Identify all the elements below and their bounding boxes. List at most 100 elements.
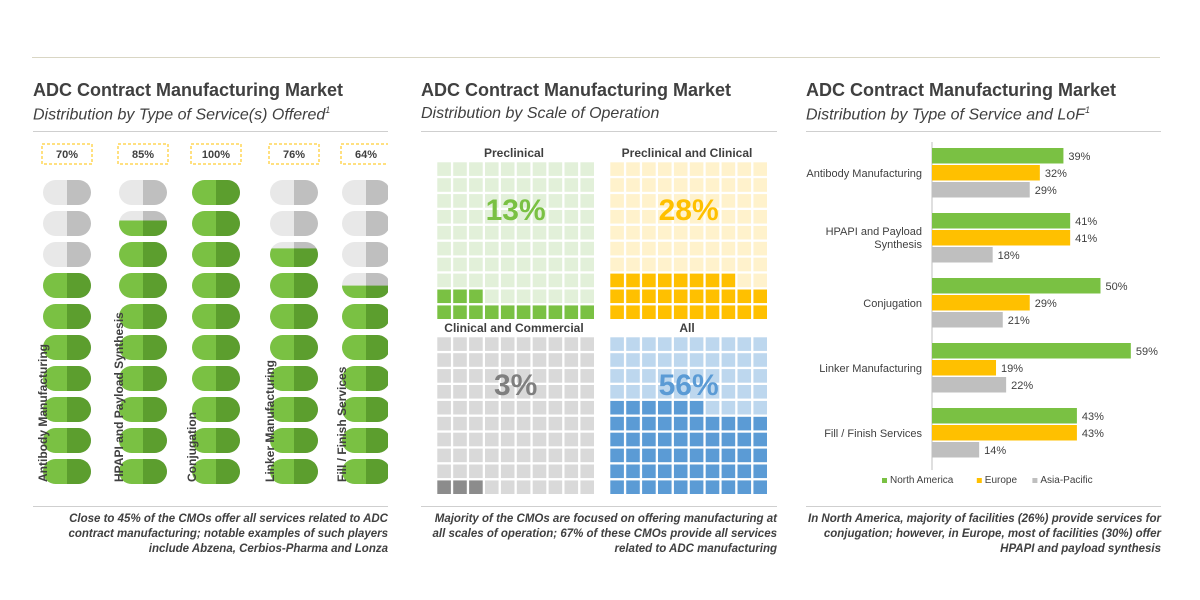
waffle-cell [579, 463, 595, 479]
waffle-cell [625, 193, 641, 209]
waffle-cell [579, 479, 595, 495]
panel-divider [421, 506, 777, 507]
capsule [270, 428, 318, 453]
legend-swatch [882, 478, 887, 483]
quadrant-title: All [679, 321, 694, 335]
waffle-cell [452, 400, 468, 416]
waffle-cell-filled [436, 479, 452, 495]
waffle-cell [436, 225, 452, 241]
capsule-fill [294, 459, 318, 484]
waffle-cell [548, 447, 563, 463]
panel-title: ADC Contract Manufacturing Market [421, 80, 732, 100]
bar-value-label: 50% [1106, 281, 1128, 293]
waffle-cell [500, 193, 516, 209]
waffle-cell-filled [641, 463, 657, 479]
waffle-cell-filled [532, 304, 547, 320]
waffle-cell-filled [720, 416, 736, 431]
capsule-fill [143, 220, 167, 236]
waffle-cell-filled [689, 416, 704, 431]
waffle-cell [436, 336, 452, 352]
waffle-cell [532, 384, 547, 400]
panel-divider [806, 506, 1161, 507]
waffle-cell-filled [641, 432, 657, 447]
waffle-cell-filled [689, 447, 704, 463]
legend-swatch [1032, 478, 1038, 483]
waffle-cell-filled [705, 447, 720, 463]
waffle-cell [484, 161, 500, 177]
waffle-cell [673, 336, 689, 352]
lof-bar-chart: 39%32% 29% Antibody Manufacturing 41% 41% 18%… [806, 142, 1158, 486]
waffle-cell [500, 400, 516, 416]
capsule-fill [270, 248, 294, 267]
panel-title: ADC Contract Manufacturing Market [33, 80, 344, 100]
waffle-cell [579, 288, 595, 304]
waffle-cell [516, 416, 531, 431]
category-label: Linker Manufacturing [819, 363, 922, 375]
value-label: 64% [340, 143, 388, 165]
waffle-cell [484, 384, 500, 400]
waffle-cell-filled [468, 304, 484, 320]
waffle-cell [736, 225, 752, 241]
waffle-cell [720, 209, 736, 225]
waffle-cell-filled [705, 463, 720, 479]
waffle-cell-filled [720, 479, 736, 495]
waffle-cell [720, 161, 736, 177]
waffle-cell-filled [705, 273, 720, 288]
waffle-cell-filled [689, 273, 704, 288]
bar [932, 148, 1064, 164]
waffle-cell [500, 241, 516, 256]
waffle-cell [436, 384, 452, 400]
capsule-fill [342, 397, 366, 422]
capsule-fill [67, 428, 91, 453]
bar-value-label: 39% [1068, 151, 1090, 163]
waffle-cell [436, 416, 452, 431]
bar [932, 278, 1101, 294]
value-label-box [41, 143, 93, 165]
capsule [270, 366, 318, 391]
waffle-cell [436, 257, 452, 272]
waffle-cell-filled [689, 288, 704, 304]
capsule-fill [216, 180, 240, 205]
waffle-cell [563, 336, 579, 352]
waffle-cell [752, 257, 768, 272]
bar [932, 247, 993, 263]
waffle-cell [720, 241, 736, 256]
waffle-cell [468, 416, 484, 431]
waffle-cell-filled [641, 273, 657, 288]
waffle-cell [532, 352, 547, 368]
waffle-cell-filled [673, 479, 689, 495]
waffle-cell [736, 273, 752, 288]
waffle-cell-filled [625, 400, 641, 416]
capsule-fill [119, 242, 143, 267]
waffle-cell [752, 209, 768, 225]
waffle-cell [452, 209, 468, 225]
capsule-fill [119, 335, 143, 360]
capsule-fill [294, 366, 318, 391]
waffle-cell [625, 336, 641, 352]
waffle-cell [516, 225, 531, 241]
waffle-cell [563, 463, 579, 479]
capsule [119, 304, 167, 329]
waffle-cell [548, 257, 563, 272]
waffle-cell [500, 209, 516, 225]
waffle-cell [673, 352, 689, 368]
waffle-cell [516, 273, 531, 288]
waffle-cell [579, 336, 595, 352]
waffle-cell [484, 400, 500, 416]
waffle-cell-filled [752, 416, 768, 431]
waffle-cell [436, 352, 452, 368]
waffle-cell [625, 257, 641, 272]
waffle-cell [548, 177, 563, 193]
capsule-fill [192, 273, 216, 298]
waffle-cell [532, 225, 547, 241]
bar-value-label: 22% [1011, 380, 1033, 392]
waffle-cell [548, 209, 563, 225]
waffle-cell [579, 368, 595, 384]
waffle-cell [516, 384, 531, 400]
legend-item: North America [882, 475, 954, 486]
top-divider [32, 57, 1160, 58]
capsule-fill [43, 397, 67, 422]
waffle-cell-filled [436, 304, 452, 320]
waffle-cell [563, 161, 579, 177]
capsule-fill [67, 366, 91, 391]
